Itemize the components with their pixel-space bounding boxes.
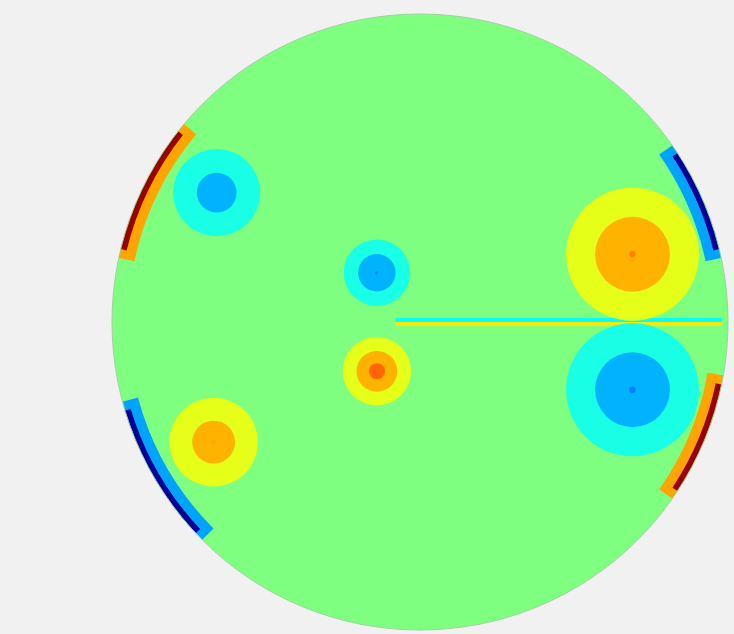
vortex-band [173, 149, 260, 236]
vortex-core [375, 370, 378, 373]
vortex-band [192, 421, 235, 464]
vortex-core [211, 440, 215, 444]
boundary-layer [123, 409, 200, 535]
chart [0, 0, 734, 634]
boundary-layer-halo [121, 398, 214, 542]
boundary-layer-halo [659, 373, 725, 500]
shear-layer [395, 318, 721, 322]
vortex-band [595, 217, 670, 292]
vortex-band [169, 398, 258, 487]
plot-area [112, 14, 728, 630]
vortex-band [369, 363, 385, 379]
domain-edge [112, 14, 728, 630]
shear-layer [395, 322, 721, 326]
vortex-core [629, 251, 635, 257]
vortex-band [358, 254, 395, 291]
ambient-field [112, 14, 728, 630]
vortex-core [215, 190, 219, 194]
vortex-band [197, 173, 237, 213]
vortex-band [566, 323, 699, 456]
boundary-layer-halo [117, 123, 197, 262]
boundary-layer [119, 130, 183, 250]
boundary-layer [672, 152, 721, 250]
vortex-band [356, 351, 397, 392]
vortex-band [566, 188, 699, 321]
vortex-core [375, 271, 378, 274]
vortex-band [344, 240, 410, 306]
vortex-band [595, 352, 670, 427]
vortex-core [629, 387, 635, 393]
boundary-layer [672, 383, 723, 492]
vortex-band [343, 337, 411, 405]
boundary-layer-halo [659, 144, 723, 261]
